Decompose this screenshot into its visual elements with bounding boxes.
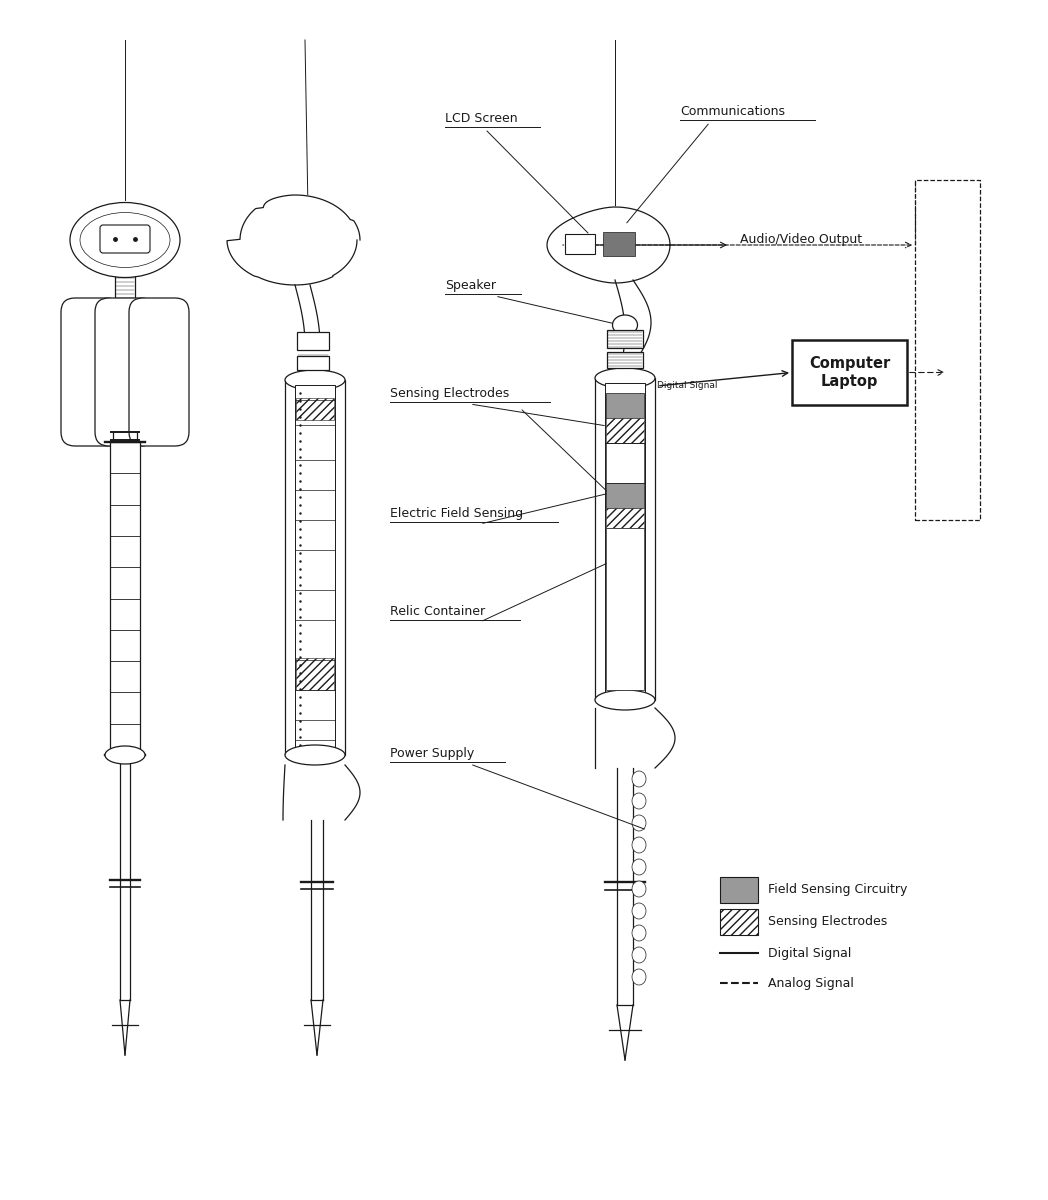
Ellipse shape: [632, 947, 646, 962]
Bar: [605, 383, 645, 695]
Bar: [606, 528, 645, 690]
Bar: [110, 442, 140, 755]
Ellipse shape: [105, 746, 145, 764]
Text: Power Supply: Power Supply: [390, 746, 475, 760]
Text: Digital Signal: Digital Signal: [768, 947, 851, 960]
Text: Audio/Video Output: Audio/Video Output: [740, 234, 863, 246]
Text: Computer
Laptop: Computer Laptop: [809, 356, 890, 389]
Text: Relic Container: Relic Container: [390, 605, 485, 618]
Bar: [607, 330, 643, 348]
Ellipse shape: [632, 815, 646, 830]
Ellipse shape: [632, 793, 646, 809]
Ellipse shape: [632, 925, 646, 941]
Ellipse shape: [70, 203, 180, 277]
Ellipse shape: [595, 690, 655, 710]
Bar: [915, 180, 980, 520]
Ellipse shape: [612, 314, 637, 335]
Ellipse shape: [632, 970, 646, 985]
Bar: [606, 394, 645, 418]
FancyBboxPatch shape: [129, 298, 189, 446]
Bar: [595, 378, 655, 700]
Polygon shape: [227, 196, 361, 284]
FancyBboxPatch shape: [61, 298, 121, 446]
Polygon shape: [547, 208, 670, 283]
Text: LCD Screen: LCD Screen: [445, 112, 518, 125]
Bar: [603, 232, 635, 256]
Ellipse shape: [595, 368, 655, 388]
Bar: [294, 385, 335, 750]
Text: Sensing Electrodes: Sensing Electrodes: [390, 386, 509, 400]
FancyBboxPatch shape: [95, 298, 155, 446]
Ellipse shape: [632, 772, 646, 787]
Text: Analog Signal: Analog Signal: [768, 977, 854, 990]
Ellipse shape: [632, 881, 646, 898]
Text: Electric Field Sensing: Electric Field Sensing: [390, 506, 523, 520]
Bar: [565, 234, 595, 254]
Ellipse shape: [285, 745, 345, 766]
Ellipse shape: [632, 859, 646, 875]
Ellipse shape: [632, 902, 646, 919]
Text: Field Sensing Circuitry: Field Sensing Circuitry: [768, 883, 908, 896]
Bar: [296, 398, 334, 420]
Bar: [720, 877, 758, 902]
Text: Speaker: Speaker: [445, 278, 496, 292]
Bar: [606, 443, 645, 484]
Ellipse shape: [285, 370, 345, 390]
Bar: [297, 356, 329, 370]
Bar: [606, 508, 645, 528]
Bar: [296, 658, 334, 690]
Text: Sensing Electrodes: Sensing Electrodes: [768, 916, 888, 929]
Bar: [285, 380, 345, 755]
Ellipse shape: [632, 838, 646, 853]
Bar: [792, 340, 907, 404]
Bar: [606, 418, 645, 443]
Text: Digital Signal: Digital Signal: [657, 382, 718, 390]
Bar: [607, 352, 643, 368]
Bar: [606, 484, 645, 508]
Text: Communications: Communications: [680, 104, 785, 118]
Bar: [297, 332, 329, 350]
FancyBboxPatch shape: [100, 226, 150, 253]
Bar: [720, 910, 758, 935]
